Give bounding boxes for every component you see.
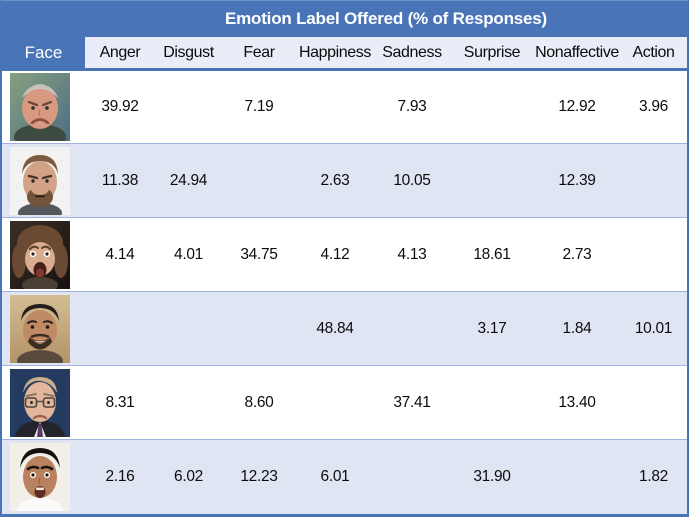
value-cell [534,439,620,514]
value-cell [620,217,687,292]
column-header-disgust: Disgust [155,37,222,71]
value-cell: 2.63 [296,143,374,218]
value-cell [296,365,374,440]
face-cell [2,365,85,440]
value-cell [620,143,687,218]
column-header-action: Action [620,37,687,71]
value-cell: 1.84 [534,291,620,366]
table-row: 8.31 8.60 37.41 13.40 [2,365,687,440]
value-cell [450,365,534,440]
value-cell [450,69,534,144]
value-cell [620,365,687,440]
face-cell [2,439,85,514]
face-photo-angry-man [10,73,70,141]
face-photo-startled-man [10,442,70,511]
value-cell: 4.12 [296,217,374,292]
face-cell [2,217,85,292]
value-cell [155,291,222,366]
value-cell [85,291,155,366]
value-cell: 8.60 [222,365,296,440]
value-cell: 31.90 [450,439,534,514]
face-photo-frightened-child [10,220,70,289]
value-cell: 3.96 [620,69,687,144]
column-header-anger: Anger [85,37,155,71]
column-header-happiness: Happiness [296,37,374,71]
value-cell [296,69,374,144]
value-cell: 12.92 [534,69,620,144]
value-cell [155,69,222,144]
value-cell [155,365,222,440]
value-cell: 1.82 [620,439,687,514]
value-cell: 8.31 [85,365,155,440]
value-cell: 24.94 [155,143,222,218]
value-cell: 6.01 [296,439,374,514]
column-header-sadness: Sadness [374,37,450,71]
table-row: 11.38 24.94 2.63 10.05 12.39 [2,143,687,218]
face-photo-wrap [2,146,85,215]
value-cell: 13.40 [534,365,620,440]
face-cell [2,69,85,144]
column-header-nonaffective: Nonaffective [534,37,620,71]
face-photo-wrap [2,368,85,437]
value-cell: 3.17 [450,291,534,366]
column-header-face: Face [2,37,85,71]
value-cell: 2.16 [85,439,155,514]
value-cell: 39.92 [85,69,155,144]
table-row: 2.16 6.02 12.23 6.01 31.90 1.82 [2,439,687,514]
value-cell: 10.05 [374,143,450,218]
value-cell [222,291,296,366]
value-cell: 12.39 [534,143,620,218]
table-title-bar: Emotion Label Offered (% of Responses) [2,1,687,37]
value-cell: 4.14 [85,217,155,292]
header-row: Face Anger Disgust Fear Happiness Sadnes… [2,37,687,71]
value-cell: 48.84 [296,291,374,366]
value-cell: 34.75 [222,217,296,292]
face-photo-scowling-man [10,146,70,215]
table-title: Emotion Label Offered (% of Responses) [224,9,548,28]
value-cell: 4.01 [155,217,222,292]
value-cell: 11.38 [85,143,155,218]
face-photo-wrap [2,73,85,141]
value-cell: 18.61 [450,217,534,292]
value-cell [222,143,296,218]
value-cell [374,291,450,366]
value-cell: 10.01 [620,291,687,366]
column-header-fear: Fear [222,37,296,71]
value-cell: 7.19 [222,69,296,144]
column-header-surprise: Surprise [450,37,534,71]
table-row: 39.92 7.19 7.93 12.92 3.96 [2,69,687,144]
value-cell [374,439,450,514]
value-cell: 2.73 [534,217,620,292]
value-cell [450,143,534,218]
face-cell [2,143,85,218]
table-row: 48.84 3.17 1.84 10.01 [2,291,687,366]
face-photo-wrap [2,442,85,511]
value-cell: 12.23 [222,439,296,514]
value-cell: 37.41 [374,365,450,440]
value-cell: 6.02 [155,439,222,514]
face-photo-smiling-man [10,294,70,363]
value-cell: 4.13 [374,217,450,292]
value-cell: 7.93 [374,69,450,144]
face-photo-wrap [2,220,85,289]
face-photo-sad-man-glasses [10,368,70,437]
face-cell [2,291,85,366]
emotion-label-table: Face Anger Disgust Fear Happiness Sadnes… [2,37,687,514]
table-row: 4.14 4.01 34.75 4.12 4.13 18.61 2.73 [2,217,687,292]
face-photo-wrap [2,294,85,363]
